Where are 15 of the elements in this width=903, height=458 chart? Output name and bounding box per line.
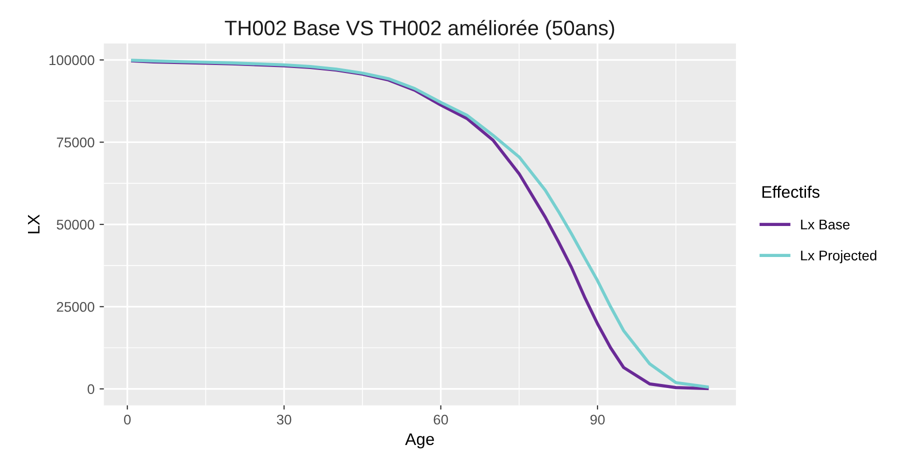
chart-title: TH002 Base VS TH002 améliorée (50ans) [224, 20, 614, 40]
x-axis-title: Age [405, 433, 434, 448]
legend-title: Effectifs [762, 186, 820, 198]
legend-label: Lx Base [801, 220, 850, 230]
y-tick-label: 100000 [50, 55, 94, 66]
y-tick-label: 50000 [56, 220, 94, 230]
y-tick-label: 75000 [56, 138, 94, 148]
y-tick-label: 25000 [56, 302, 94, 312]
y-tick-label: 0 [88, 384, 94, 394]
x-tick-label: 90 [590, 414, 605, 425]
x-tick-label: 60 [434, 414, 448, 425]
y-axis-title: LX [28, 214, 40, 234]
x-tick-label: 0 [124, 414, 131, 425]
x-tick-label: 30 [276, 414, 292, 425]
legend-label: Lx Projected [801, 250, 876, 264]
